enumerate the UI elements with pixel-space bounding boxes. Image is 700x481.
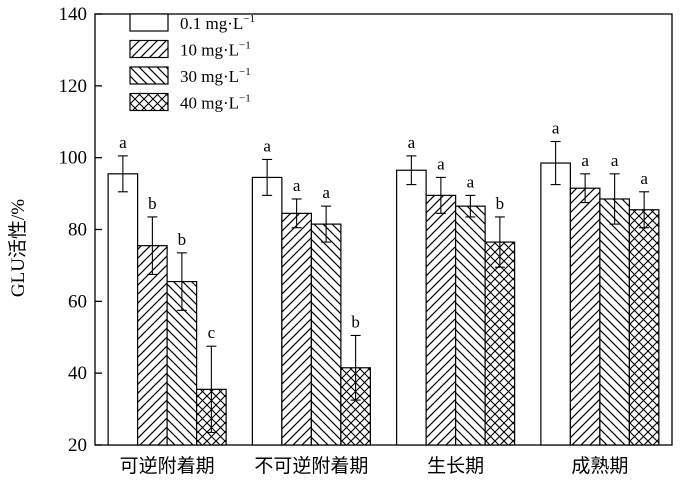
significance-label-2-0: a xyxy=(408,133,416,152)
legend-swatch-3 xyxy=(129,92,169,112)
significance-label-2-3: b xyxy=(496,194,505,213)
legend-swatch-2 xyxy=(129,66,169,85)
legend-label-exponent-3: −1 xyxy=(239,93,251,105)
significance-label-0-1: b xyxy=(148,194,157,213)
bar-3-3 xyxy=(628,209,660,446)
legend-label-3: 40 mg·L−1 xyxy=(180,93,251,113)
legend-swatch-0 xyxy=(129,13,169,32)
bar-3-1 xyxy=(569,187,601,446)
legend-label-0: 0.1 mg·L−1 xyxy=(180,13,255,33)
category-label-3: 成熟期 xyxy=(571,455,628,477)
significance-label-0-0: a xyxy=(119,133,127,152)
legend-label-exponent-0: −1 xyxy=(243,13,255,25)
y-tick-label-3: 80 xyxy=(68,220,87,241)
bars-group: a b b c a a a b a a a b a a a a xyxy=(107,119,660,446)
bar-2-3 xyxy=(484,241,516,446)
y-tick-label-2: 60 xyxy=(68,291,87,312)
bar-3-0 xyxy=(540,162,571,446)
bar-1-0 xyxy=(251,176,283,446)
category-label-1: 不可逆附着期 xyxy=(254,455,368,477)
significance-label-1-2: a xyxy=(322,183,330,202)
legend-label-text-2: 30 mg·L xyxy=(180,67,239,86)
y-axis-label: GLU活性/% xyxy=(7,199,29,297)
y-tick-label-5: 120 xyxy=(59,76,88,97)
legend-swatch-1 xyxy=(129,39,169,59)
significance-label-0-3: c xyxy=(208,323,216,342)
bar-0-0 xyxy=(107,173,139,446)
bar-1-1 xyxy=(281,212,312,446)
y-tick-label-1: 40 xyxy=(68,363,87,384)
significance-label-2-2: a xyxy=(467,172,475,191)
legend-label-exponent-1: −1 xyxy=(239,40,251,52)
bar-2-0 xyxy=(396,169,427,446)
significance-label-2-1: a xyxy=(437,154,445,173)
category-label-2: 生长期 xyxy=(427,455,484,477)
significance-label-3-2: a xyxy=(611,151,619,170)
bar-1-2 xyxy=(310,223,342,446)
category-label-0: 可逆附着期 xyxy=(120,455,215,477)
y-tick-label-4: 100 xyxy=(59,148,88,169)
y-tick-label-0: 20 xyxy=(68,435,87,456)
legend: 0.1 mg·L−110 mg·L−130 mg·L−140 mg·L−1 xyxy=(129,13,255,113)
legend-label-1: 10 mg·L−1 xyxy=(180,40,251,60)
legend-label-text-1: 10 mg·L xyxy=(180,41,239,60)
axes: 20 40 60 80 100 120 140 可逆附着期 不可逆附着期 生长期 成熟期 xyxy=(59,4,673,477)
legend-label-exponent-2: −1 xyxy=(239,66,251,78)
significance-label-3-1: a xyxy=(581,151,589,170)
significance-label-3-3: a xyxy=(640,169,648,188)
significance-label-1-3: b xyxy=(351,312,360,331)
bar-2-1 xyxy=(425,194,457,446)
significance-label-1-1: a xyxy=(293,176,301,195)
significance-label-1-0: a xyxy=(263,136,271,155)
bar-0-1 xyxy=(137,245,168,446)
legend-label-text-0: 0.1 mg·L xyxy=(180,14,243,33)
legend-label-text-3: 40 mg·L xyxy=(180,94,239,113)
bar-2-2 xyxy=(455,205,486,446)
significance-label-0-2: b xyxy=(178,230,187,249)
bar-3-2 xyxy=(599,198,630,446)
y-tick-label-6: 140 xyxy=(59,4,88,25)
significance-label-3-0: a xyxy=(552,119,560,138)
legend-label-2: 30 mg·L−1 xyxy=(180,66,251,86)
